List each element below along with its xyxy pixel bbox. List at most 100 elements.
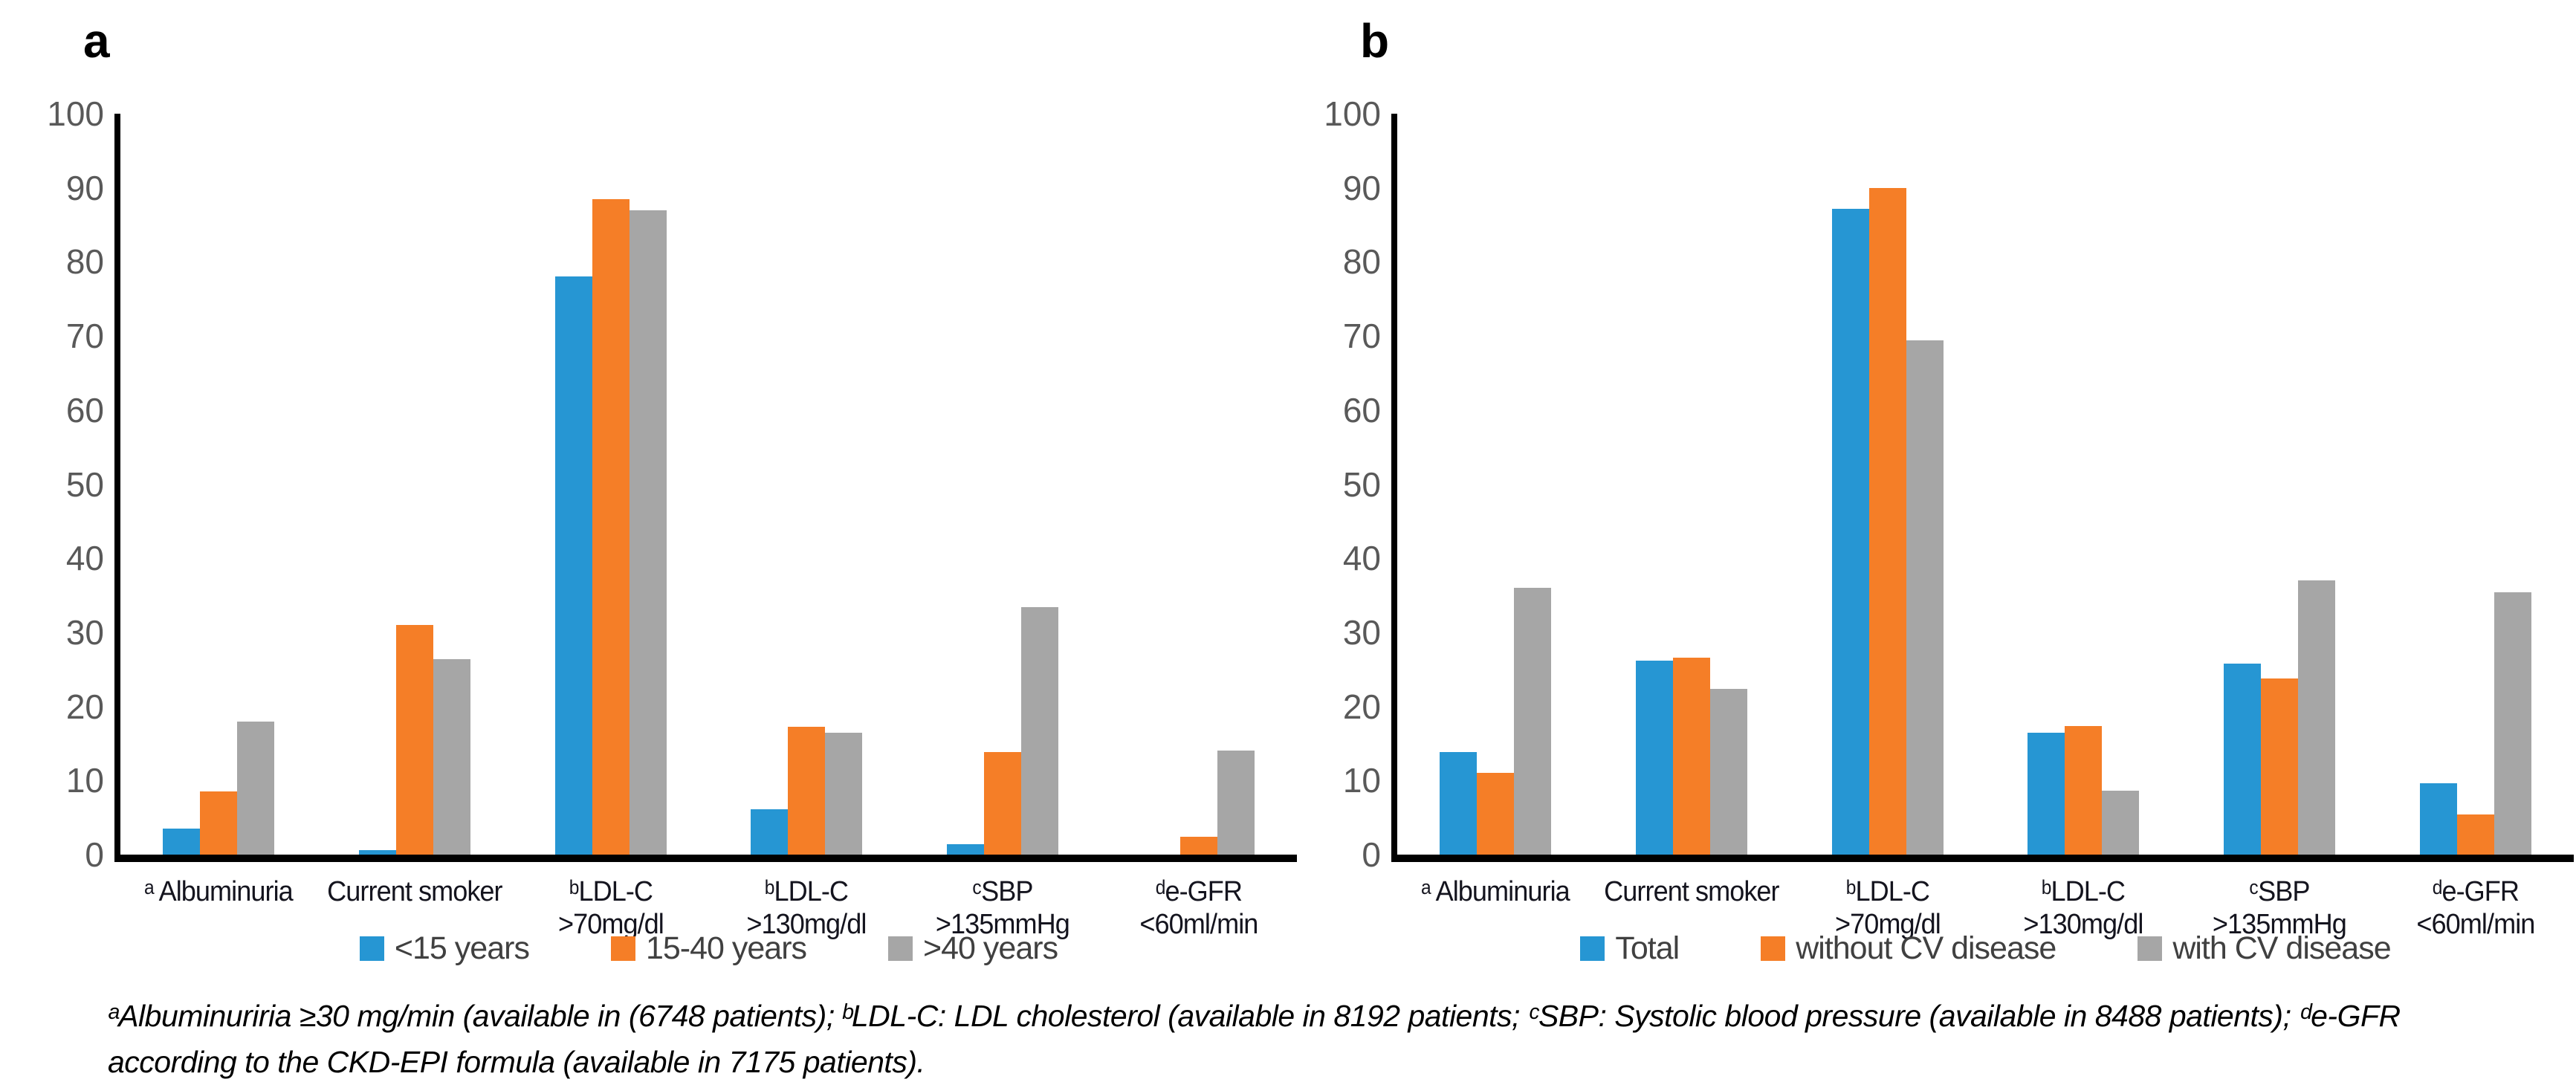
y-tick-label: 90 — [65, 168, 104, 207]
y-tick-label: 30 — [65, 612, 104, 652]
bar-group — [1790, 114, 1986, 855]
bar-orange — [788, 727, 826, 855]
x-category-label: Current smoker — [327, 876, 502, 907]
legend-item: <15 years — [359, 930, 530, 967]
y-tick-label: 100 — [1324, 94, 1381, 133]
bar-orange — [2065, 726, 2103, 855]
y-tick-label: 90 — [1342, 168, 1381, 207]
legend-swatch-blue — [359, 936, 384, 961]
y-tick-label: 0 — [85, 835, 104, 874]
y-tick-label: 70 — [65, 317, 104, 356]
bar-group — [317, 114, 513, 855]
bar-gray — [1709, 689, 1747, 855]
y-tick-label: 10 — [65, 761, 104, 800]
bar-orange — [199, 791, 237, 855]
bar-blue — [1439, 752, 1477, 855]
legend-swatch-gray — [888, 936, 913, 961]
bar-gray — [2102, 791, 2140, 855]
legend-a: <15 years 15-40 years >40 years — [120, 930, 1297, 967]
legend-swatch-orange — [1761, 936, 1786, 961]
bar-gray — [1217, 751, 1255, 855]
y-tick-label: 40 — [1342, 539, 1381, 578]
plot-groups-b — [1397, 114, 2574, 855]
bar-group — [513, 114, 709, 855]
plot-area-a — [114, 114, 1297, 862]
y-axis-ticks-a: 0 10 20 30 40 50 60 70 80 90 100 — [0, 97, 104, 872]
bar-blue — [1831, 209, 1869, 855]
bar-group — [1593, 114, 1790, 855]
bar-gray — [1021, 607, 1059, 855]
bar-blue — [1635, 661, 1673, 855]
legend-b: Total without CV disease with CV disease — [1397, 930, 2574, 967]
bar-orange — [395, 625, 433, 855]
bar-orange — [2261, 678, 2299, 855]
bar-gray — [2494, 592, 2532, 855]
y-tick-label: 20 — [65, 687, 104, 726]
x-category-label: ᶜSBP >135mmHg — [2213, 876, 2347, 940]
y-tick-label: 60 — [1342, 390, 1381, 430]
bar-gray — [2298, 580, 2336, 855]
x-category-label: ᵇLDL-C >70mg/dl — [557, 876, 664, 940]
y-tick-label: 80 — [65, 242, 104, 282]
bar-group — [2181, 114, 2378, 855]
x-category-label: ᵈe-GFR <60ml/min — [2416, 876, 2536, 940]
plot-area-b — [1391, 114, 2574, 862]
bar-orange — [2457, 814, 2495, 855]
x-category-label: ᵃ Albuminuria — [1421, 876, 1570, 907]
bar-gray — [236, 722, 274, 855]
bar-group — [2378, 114, 2574, 855]
plot-groups-a — [120, 114, 1297, 855]
y-tick-label: 10 — [1342, 761, 1381, 800]
legend-item: 15-40 years — [610, 930, 807, 967]
panel-letter-b: b — [1360, 14, 1390, 68]
bar-orange — [984, 752, 1022, 855]
bar-group — [708, 114, 904, 855]
y-tick-label: 70 — [1342, 317, 1381, 356]
bar-blue — [554, 276, 592, 855]
bar-blue — [162, 829, 200, 855]
bar-blue — [947, 844, 985, 855]
bar-blue — [358, 850, 396, 855]
x-axis-categories-a: ᵃ Albuminuria Current smoker ᵇLDL-C >70mg/… — [120, 875, 1297, 941]
bar-blue — [2028, 733, 2065, 855]
legend-label: >40 years — [923, 930, 1058, 966]
legend-label: Total — [1615, 930, 1680, 966]
bar-gray — [629, 210, 667, 855]
bar-gray — [433, 659, 470, 855]
bar-blue — [2420, 783, 2458, 855]
y-tick-label: 20 — [1342, 687, 1381, 726]
y-tick-label: 100 — [47, 94, 104, 133]
legend-item: >40 years — [888, 930, 1058, 967]
bar-gray — [1906, 340, 1944, 855]
y-tick-label: 30 — [1342, 612, 1381, 652]
x-category-label: ᵇLDL-C >130mg/dl — [746, 876, 867, 940]
bar-orange — [1672, 658, 1710, 855]
x-category-label: ᵇLDL-C >130mg/dl — [2023, 876, 2144, 940]
panel-a: a 0 10 20 30 40 50 60 70 80 90 100 ᵃ Albuminuria Cu… — [0, 14, 1297, 967]
bar-group — [904, 114, 1101, 855]
bar-group — [1397, 114, 1593, 855]
y-tick-label: 50 — [65, 464, 104, 504]
legend-item: without CV disease — [1761, 930, 2056, 967]
y-tick-label: 80 — [1342, 242, 1381, 282]
legend-item: Total — [1580, 930, 1680, 967]
bar-orange — [1180, 837, 1218, 855]
bar-group — [120, 114, 317, 855]
legend-swatch-gray — [2138, 936, 2163, 961]
bar-blue — [751, 809, 789, 855]
y-tick-label: 60 — [65, 390, 104, 430]
legend-swatch-orange — [610, 936, 635, 961]
legend-item: with CV disease — [2138, 930, 2392, 967]
y-tick-label: 40 — [65, 539, 104, 578]
x-axis-categories-b: ᵃ Albuminuria Current smoker ᵇLDL-C >70mg/… — [1397, 875, 2574, 941]
bar-gray — [1513, 588, 1551, 855]
x-category-label: ᶜSBP >135mmHg — [936, 876, 1070, 940]
bar-orange — [1868, 188, 1906, 855]
x-category-label: Current smoker — [1604, 876, 1779, 907]
bar-group — [1101, 114, 1297, 855]
legend-label: <15 years — [394, 930, 530, 966]
x-category-label: ᵇLDL-C >70mg/dl — [1834, 876, 1941, 940]
y-tick-label: 0 — [1362, 835, 1381, 874]
y-axis-ticks-b: 0 10 20 30 40 50 60 70 80 90 100 — [1277, 97, 1381, 872]
